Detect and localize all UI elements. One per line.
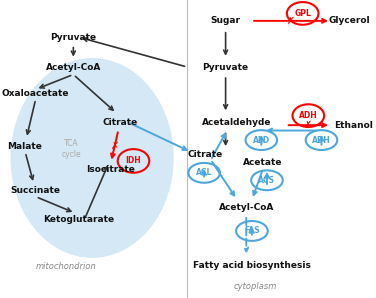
Text: ACL: ACL	[196, 168, 212, 177]
Text: ✗: ✗	[304, 120, 312, 130]
Text: Pyruvate: Pyruvate	[50, 33, 96, 42]
Text: ✗: ✗	[111, 141, 119, 151]
Text: Acetyl-CoA: Acetyl-CoA	[218, 203, 274, 212]
Ellipse shape	[11, 59, 173, 257]
Text: ADH: ADH	[312, 136, 331, 145]
Text: Succinate: Succinate	[11, 186, 61, 195]
Text: Malate: Malate	[7, 142, 42, 150]
Text: Fatty acid biosynthesis: Fatty acid biosynthesis	[193, 261, 311, 270]
Text: IDH: IDH	[126, 156, 141, 165]
Text: Pyruvate: Pyruvate	[203, 63, 249, 72]
Text: Ketoglutarate: Ketoglutarate	[43, 215, 115, 224]
Text: Citrate: Citrate	[187, 150, 223, 159]
Text: Sugar: Sugar	[211, 16, 241, 25]
Text: Isocitrate: Isocitrate	[86, 165, 135, 174]
Text: Citrate: Citrate	[103, 118, 138, 127]
Text: ADH: ADH	[299, 111, 318, 120]
Text: Acetyl-CoA: Acetyl-CoA	[45, 63, 101, 72]
Text: Ethanol: Ethanol	[334, 121, 373, 130]
Text: cytoplasm: cytoplasm	[234, 282, 277, 291]
Text: ✗: ✗	[287, 16, 296, 26]
Text: GPL: GPL	[294, 9, 311, 18]
Text: mitochondrion: mitochondrion	[35, 262, 96, 271]
Text: Oxaloacetate: Oxaloacetate	[2, 89, 70, 98]
Text: ACS: ACS	[258, 176, 276, 185]
Text: FAS: FAS	[244, 226, 260, 235]
Text: Acetate: Acetate	[243, 158, 283, 167]
Text: Acetaldehyde: Acetaldehyde	[202, 118, 271, 127]
Text: ALD: ALD	[253, 136, 270, 145]
Text: TCA
cycle: TCA cycle	[62, 139, 81, 159]
Text: Glycerol: Glycerol	[329, 16, 370, 25]
